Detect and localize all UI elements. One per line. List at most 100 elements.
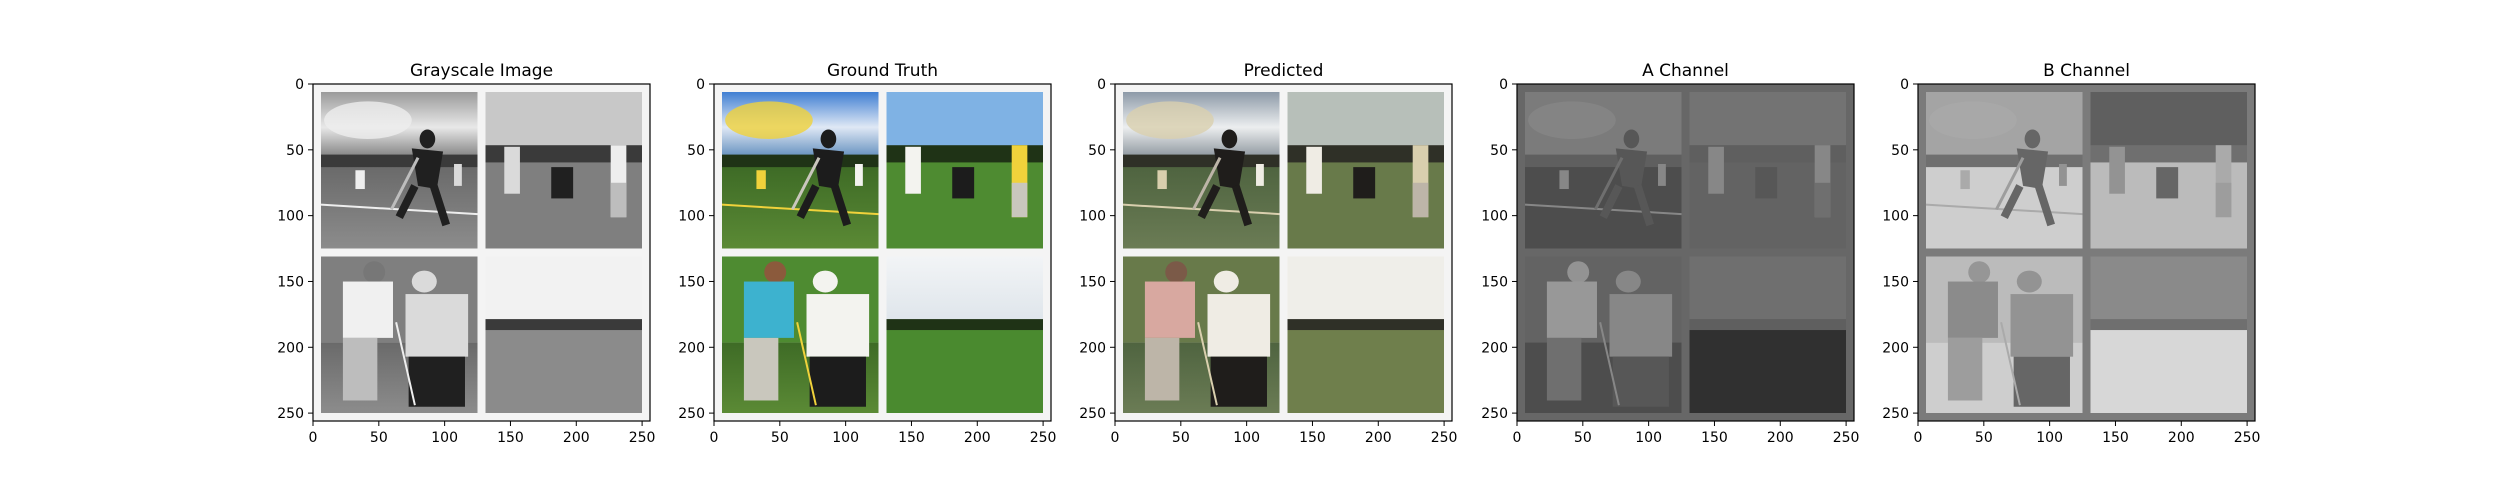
instructor-pants	[408, 356, 465, 407]
golfer-head	[1221, 129, 1238, 149]
axes-frame	[312, 83, 651, 422]
golfer-figure	[905, 146, 921, 194]
photo-driving-range	[2090, 92, 2247, 249]
image-grid	[1517, 84, 1854, 421]
y-tick-label: 150	[1481, 274, 1508, 290]
photo-open-field	[1287, 256, 1444, 413]
panel-color: Ground Truth 0 50 100 150 200 250 0 50 100 150 200 2…	[678, 61, 1056, 446]
field-region	[1287, 330, 1444, 413]
golfer-shirt	[743, 281, 794, 338]
golfer-figure	[1306, 146, 1322, 194]
instructor-cap	[1615, 270, 1641, 293]
treeline	[485, 319, 642, 332]
golf-club	[1197, 322, 1218, 406]
background-golfer	[756, 170, 766, 190]
photo-open-field	[485, 256, 642, 413]
x-tick-label: 100	[431, 430, 458, 446]
instructor-shirt	[2010, 294, 2074, 357]
golfer-head	[1968, 261, 1991, 284]
background-golfer	[355, 170, 365, 190]
y-tick-label: 250	[1882, 406, 1909, 422]
instructor-shirt	[806, 294, 870, 357]
x-tick-label: 0	[309, 430, 318, 446]
golf-bag	[551, 167, 574, 199]
golfer-figure	[2109, 146, 2125, 194]
cloud	[1126, 101, 1214, 139]
y-tick-label: 200	[1882, 340, 1909, 356]
golfer-figure	[1708, 146, 1724, 194]
golfer-body	[1615, 148, 1648, 190]
golfer-leg	[2000, 184, 2024, 219]
x-tick-label: 250	[629, 430, 656, 446]
golfer-pants	[2215, 182, 2232, 218]
golfer-leg	[1231, 184, 1253, 227]
photo-golf-swing	[320, 92, 478, 249]
x-tick-label: 50	[1172, 430, 1190, 446]
sky-region	[2090, 92, 2247, 155]
panel-grayscale: Grayscale Image 0 50 100 150 200 250 0 50 100 150 2…	[277, 61, 655, 446]
golf-bag	[952, 167, 975, 199]
instructor-cap	[812, 270, 838, 293]
treeline	[886, 319, 1043, 332]
x-tick-label: 250	[1030, 430, 1057, 446]
photo-open-field	[1689, 256, 1846, 413]
golf-club	[796, 322, 817, 406]
golf-club	[2000, 322, 2021, 406]
panel-title: A Channel	[1642, 61, 1729, 81]
golfer-leg	[429, 184, 451, 227]
golfer-shirt	[1144, 281, 1195, 338]
photo-golf-lesson	[1926, 256, 2083, 413]
instructor-shirt	[1609, 294, 1673, 357]
instructor-cap	[2016, 270, 2042, 293]
x-tick-label: 250	[1833, 430, 1860, 446]
instructor-cap	[411, 270, 437, 293]
y-tick-label: 200	[678, 340, 705, 356]
sky-region	[1689, 92, 1846, 155]
golfer-pants	[1947, 337, 1983, 401]
sky-region	[485, 256, 642, 327]
y-tick-label: 150	[1079, 274, 1106, 290]
treeline	[1689, 319, 1846, 332]
golfer-head	[1623, 129, 1640, 149]
photo-driving-range	[1287, 92, 1444, 249]
background-golfer	[1157, 170, 1167, 190]
treeline	[1287, 145, 1444, 164]
golfer-pants	[1144, 337, 1180, 401]
x-tick-label: 200	[1365, 430, 1392, 446]
background-golfer	[1658, 163, 1666, 186]
golfer-body	[812, 148, 845, 190]
grass-region	[722, 167, 879, 249]
golfer-pants	[1011, 182, 1028, 218]
image-grid	[1918, 84, 2255, 421]
treeline	[2090, 319, 2247, 332]
photo-open-field	[886, 256, 1043, 413]
y-tick-label: 150	[277, 274, 304, 290]
golf-bag	[2156, 167, 2179, 199]
panel-predicted: Predicted 0 50 100 150 200 250 0 50 100 150 200 250	[1079, 61, 1457, 446]
photo-golf-lesson	[1123, 256, 1280, 413]
image-grid	[313, 84, 650, 421]
photo-open-field	[2090, 256, 2247, 413]
y-tick-label: 0	[1900, 77, 1909, 93]
panel-title: Grayscale Image	[410, 61, 553, 81]
sky-region	[886, 256, 1043, 327]
background-golfer	[1960, 170, 1970, 190]
x-tick-label: 50	[1574, 430, 1592, 446]
golfer-leg	[830, 184, 852, 227]
golfer-leg	[395, 184, 419, 219]
instructor-cap	[1213, 270, 1239, 293]
treeline	[485, 145, 642, 164]
golfer-shirt	[342, 281, 393, 338]
x-tick-label: 150	[1701, 430, 1728, 446]
x-tick-label: 250	[1431, 430, 1458, 446]
y-tick-label: 100	[678, 209, 705, 225]
instructor-shirt	[1207, 294, 1271, 357]
cloud	[1929, 101, 2017, 139]
x-tick-label: 200	[964, 430, 991, 446]
golfer-shirt	[1546, 281, 1597, 338]
y-tick-label: 100	[277, 209, 304, 225]
channel-haze	[1918, 84, 2255, 421]
golfer-head	[419, 129, 436, 149]
golf-bag	[1353, 167, 1376, 199]
y-tick-label: 150	[1882, 274, 1909, 290]
